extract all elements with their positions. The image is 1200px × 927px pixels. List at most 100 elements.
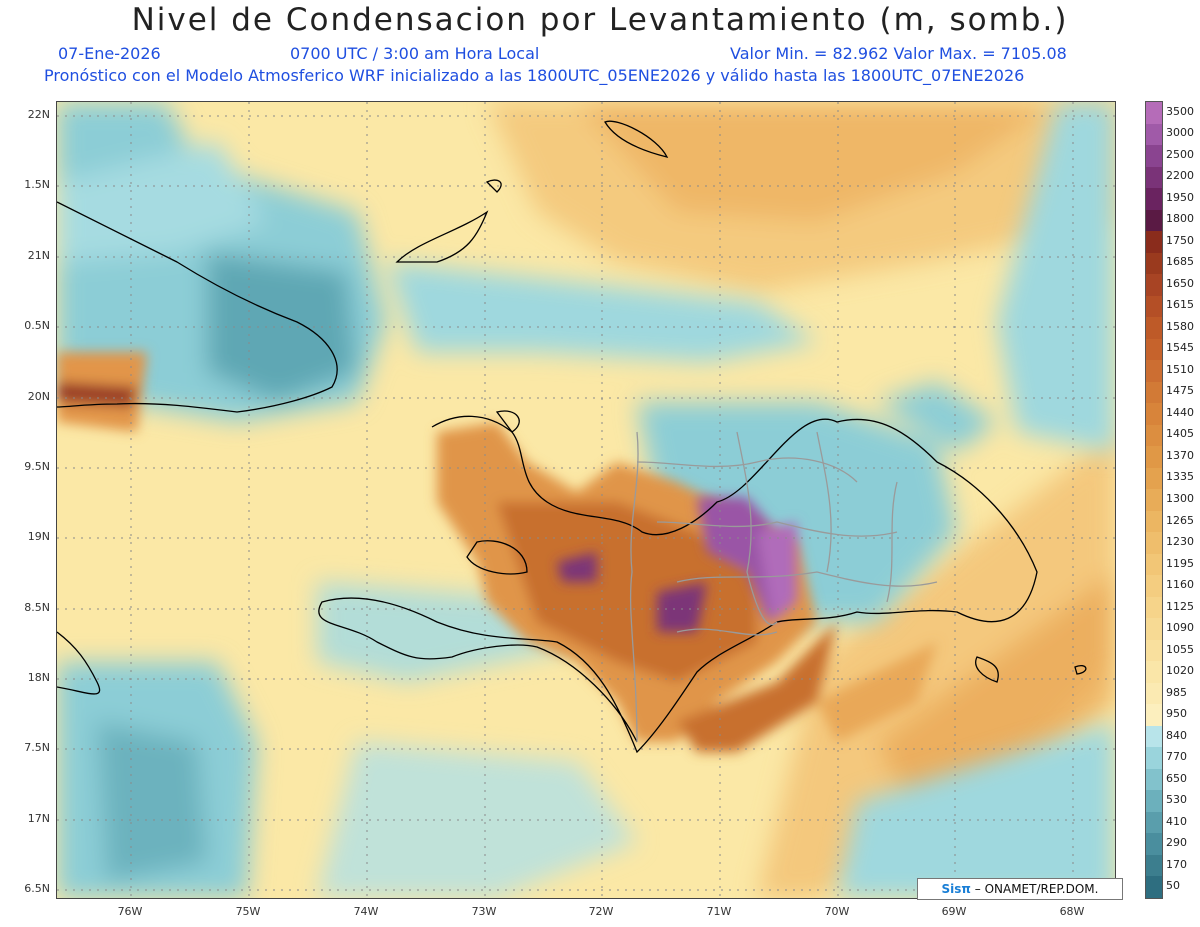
credit-text: – ONAMET/REP.DOM.	[974, 882, 1099, 896]
lat-label: 17N	[27, 812, 50, 825]
colorbar-segment	[1146, 596, 1162, 619]
colorbar-segment	[1146, 575, 1162, 598]
colorbar-label: 985	[1166, 685, 1187, 699]
time-label: 0700 UTC / 3:00 am Hora Local	[290, 44, 540, 63]
colorbar-label: 1160	[1166, 578, 1194, 592]
lat-label: 8.5N	[24, 601, 50, 614]
colorbar-label: 3500	[1166, 104, 1194, 118]
lon-label: 69W	[941, 905, 967, 918]
colorbar-label: 2200	[1166, 169, 1194, 183]
colorbar-segment	[1146, 489, 1162, 512]
teal-regions	[57, 102, 1115, 898]
colorbar-segment	[1146, 424, 1162, 447]
lon-label: 71W	[706, 905, 732, 918]
colorbar-label: 1750	[1166, 233, 1194, 247]
colorbar-label: 1125	[1166, 599, 1194, 613]
colorbar-label: 290	[1166, 836, 1187, 850]
lon-label: 73W	[471, 905, 497, 918]
map-svg	[57, 102, 1115, 898]
colorbar-label: 1335	[1166, 470, 1194, 484]
colorbar-label: 1370	[1166, 448, 1194, 462]
colorbar-label: 1020	[1166, 664, 1194, 678]
lat-label: 22N	[27, 108, 50, 121]
colorbar-label: 530	[1166, 793, 1187, 807]
colorbar-segment	[1146, 747, 1162, 770]
lat-label: 20N	[27, 390, 50, 403]
coastlines	[57, 120, 1087, 754]
colorbar-label: 770	[1166, 750, 1187, 764]
colorbar-segment	[1146, 790, 1162, 813]
province-lines	[629, 431, 938, 743]
colorbar-label: 1800	[1166, 212, 1194, 226]
lat-label: 6.5N	[24, 882, 50, 895]
colorbar-segment	[1146, 381, 1162, 404]
colorbar-label: 1230	[1166, 535, 1194, 549]
colorbar-label: 1090	[1166, 621, 1194, 635]
forecast-note: Pronóstico con el Modelo Atmosferico WRF…	[44, 66, 1025, 85]
colorbar-label: 1950	[1166, 190, 1194, 204]
colorbar-segment	[1146, 188, 1162, 211]
colorbar-label: 2500	[1166, 147, 1194, 161]
lon-label: 72W	[588, 905, 614, 918]
colorbar-segment	[1146, 274, 1162, 297]
orange-field	[57, 352, 937, 752]
colorbar-label: 1195	[1166, 556, 1194, 570]
lat-label: 9.5N	[24, 460, 50, 473]
lon-label: 70W	[824, 905, 850, 918]
lat-label: 1.5N	[24, 178, 50, 191]
colorbar-label: 1545	[1166, 341, 1194, 355]
colorbar-label: 840	[1166, 728, 1187, 742]
colorbar-segment	[1146, 639, 1162, 662]
colorbar-segment	[1146, 532, 1162, 555]
colorbar-segment	[1146, 553, 1162, 576]
colorbar-segment	[1146, 618, 1162, 641]
colorbar-label: 1265	[1166, 513, 1194, 527]
colorbar-segment	[1146, 876, 1162, 899]
colorbar-segment	[1146, 360, 1162, 383]
colorbar-label: 1510	[1166, 362, 1194, 376]
colorbar-label: 1405	[1166, 427, 1194, 441]
lat-label: 7.5N	[24, 741, 50, 754]
lat-label: 18N	[27, 671, 50, 684]
credit-box: Sisπ – ONAMET/REP.DOM.	[917, 878, 1123, 900]
colorbar-segment	[1146, 833, 1162, 856]
lon-label: 68W	[1059, 905, 1085, 918]
forecast-map	[56, 101, 1116, 899]
colorbar-label: 1475	[1166, 384, 1194, 398]
colorbar-segment	[1146, 252, 1162, 275]
colorbar-segment	[1146, 467, 1162, 490]
colorbar-label: 1580	[1166, 319, 1194, 333]
colorbar-label: 1300	[1166, 492, 1194, 505]
colorbar-segment	[1146, 166, 1162, 189]
colorbar-segment	[1146, 231, 1162, 254]
colorbar-label: 410	[1166, 814, 1187, 828]
colorbar-segment	[1146, 854, 1162, 877]
colorbar-segment	[1146, 510, 1162, 533]
colorbar-segment	[1146, 123, 1162, 146]
colorbar-segment	[1146, 682, 1162, 705]
lon-label: 76W	[117, 905, 143, 918]
purple-zone	[557, 497, 797, 632]
colorbar-label: 950	[1166, 707, 1187, 721]
colorbar-label: 170	[1166, 857, 1187, 871]
min-max-label: Valor Min. = 82.962 Valor Max. = 7105.08	[730, 44, 1067, 63]
colorbar-label: 1440	[1166, 405, 1194, 419]
colorbar-label: 1055	[1166, 642, 1194, 656]
colorbar-segment	[1146, 725, 1162, 748]
chart-title: Nivel de Condensacion por Levantamiento …	[131, 2, 1069, 38]
lon-label: 74W	[353, 905, 379, 918]
lat-label: 21N	[27, 249, 50, 262]
colorbar-segment	[1146, 295, 1162, 318]
lon-label: 75W	[235, 905, 261, 918]
lat-label: 0.5N	[24, 319, 50, 332]
colorbar-segment	[1146, 661, 1162, 684]
colorbar-label: 1615	[1166, 298, 1194, 312]
colorbar-label: 50	[1166, 879, 1180, 893]
colorbar-segment	[1146, 145, 1162, 168]
sispi-logo: Sisπ	[941, 882, 971, 896]
colorbar-label: 1650	[1166, 276, 1194, 290]
colorbar-label: 3000	[1166, 126, 1194, 140]
colorbar-label: 1685	[1166, 255, 1194, 269]
colorbar	[1145, 101, 1163, 899]
colorbar-segment	[1146, 209, 1162, 232]
